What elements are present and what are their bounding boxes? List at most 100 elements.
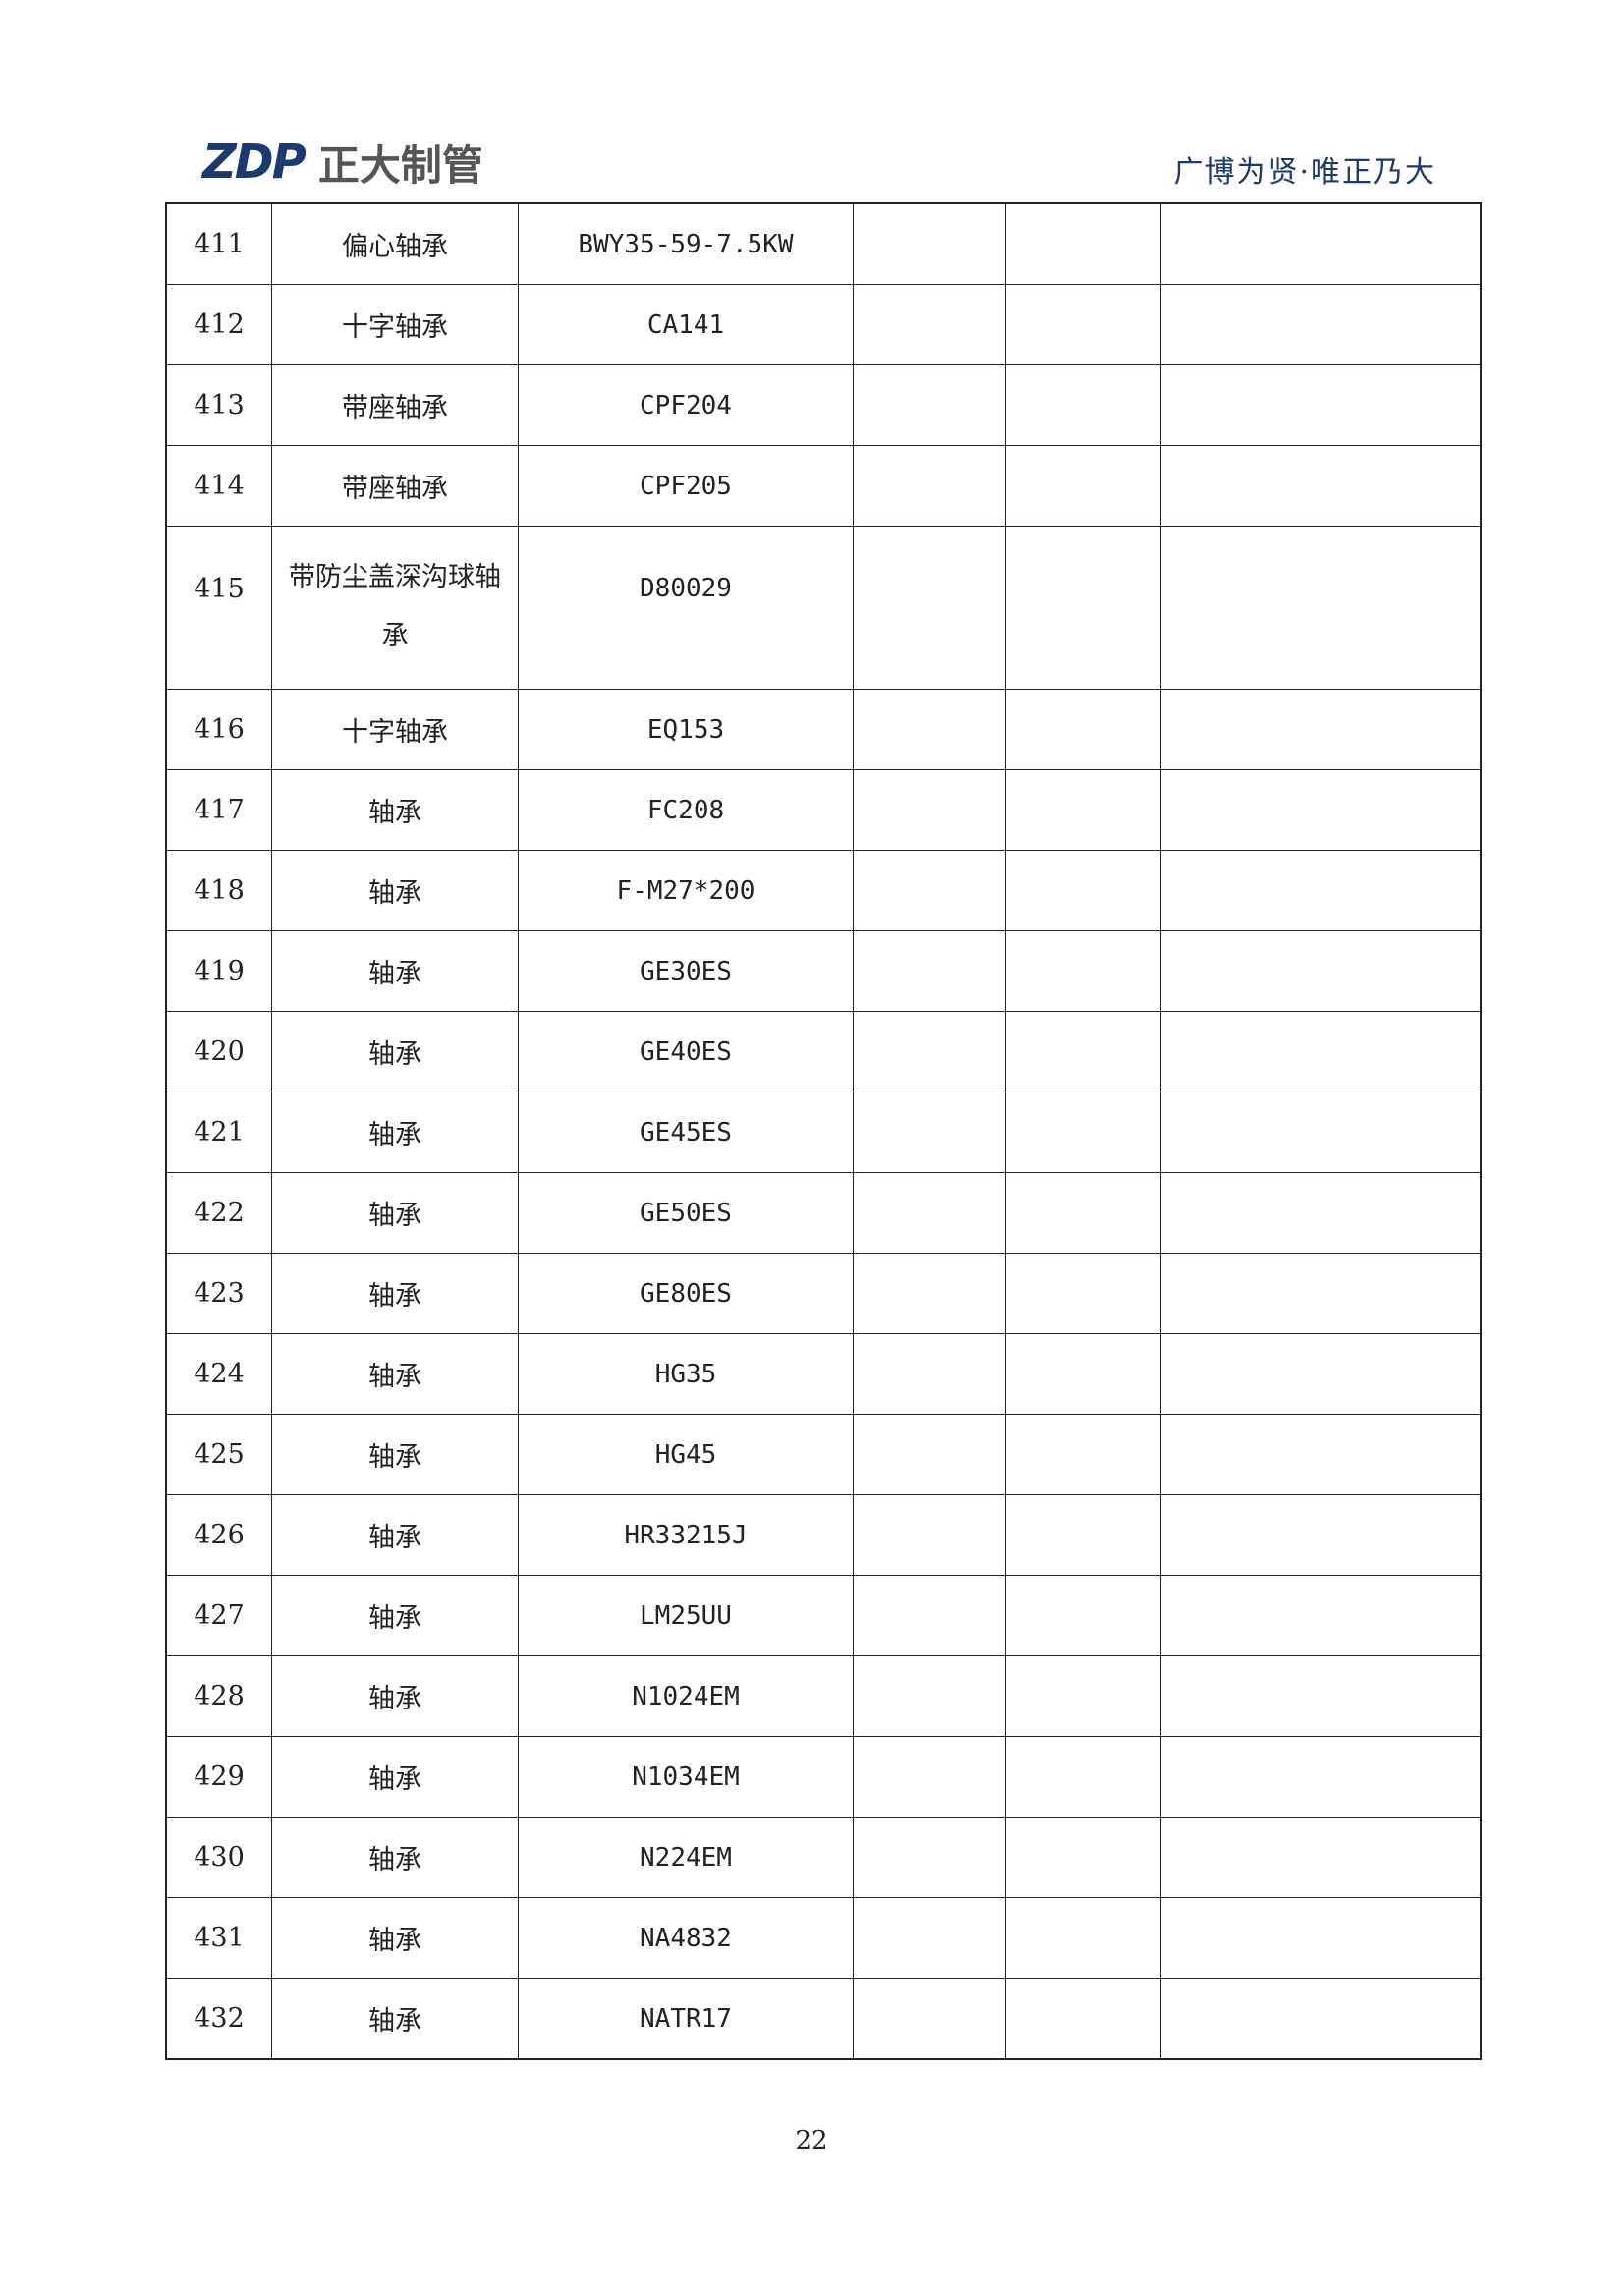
empty-cell [1160,1575,1482,1656]
empty-cell [1005,1011,1161,1092]
empty-cell [1160,1978,1482,2060]
part-model: F-M27*200 [616,875,756,906]
part-model-cell: N1034EM [518,1736,854,1818]
part-name: 轴承 [368,1523,421,1553]
row-number: 428 [194,1681,245,1711]
row-number-cell: 414 [165,445,272,527]
empty-cell [1005,526,1161,690]
empty-cell [1005,1897,1161,1979]
row-number: 419 [194,956,245,986]
empty-cell [853,445,1006,527]
table-row: 415 带防尘盖深沟球轴承 D80029 [165,526,1482,690]
part-name-cell: 轴承 [271,769,519,851]
row-number: 430 [194,1842,245,1873]
part-model-cell: HG35 [518,1333,854,1415]
empty-cell [853,1897,1006,1979]
empty-cell [1160,1817,1482,1898]
part-name-cell: 十字轴承 [271,689,519,770]
part-model-cell: NA4832 [518,1897,854,1979]
empty-cell [853,1011,1006,1092]
part-model: HR33215J [624,1520,748,1550]
row-number-cell: 424 [165,1333,272,1415]
part-name: 轴承 [368,1926,421,1956]
table-row: 416 十字轴承 EQ153 [165,689,1482,770]
row-number: 414 [194,471,245,501]
row-number-cell: 431 [165,1897,272,1979]
empty-cell [1005,1092,1161,1173]
part-name: 轴承 [368,1362,421,1392]
part-model: D80029 [640,574,732,603]
row-number: 416 [194,714,245,745]
row-number: 412 [194,309,245,340]
row-number-cell: 412 [165,284,272,365]
part-name: 带座轴承 [342,393,448,423]
row-number-cell: 415 [165,526,272,690]
empty-cell [1005,689,1161,770]
row-number-cell: 425 [165,1414,272,1495]
part-model-cell: GE30ES [518,930,854,1012]
empty-cell [1160,769,1482,851]
empty-cell [1005,1736,1161,1818]
part-model: GE30ES [640,956,732,986]
part-name-cell: 十字轴承 [271,284,519,365]
empty-cell [1160,202,1482,285]
row-number-cell: 421 [165,1092,272,1173]
part-name-cell: 轴承 [271,1333,519,1415]
part-name: 轴承 [368,2006,421,2037]
company-logo: ZDP 正大制管 [202,135,483,190]
row-number-cell: 429 [165,1736,272,1818]
empty-cell [853,1817,1006,1898]
part-model: HG45 [654,1439,717,1470]
row-number-cell: 422 [165,1172,272,1254]
part-name-cell: 带座轴承 [271,445,519,527]
part-name: 轴承 [368,798,421,828]
part-name: 带防尘盖深沟球轴承 [289,562,501,651]
part-name-cell: 轴承 [271,1011,519,1092]
empty-cell [853,850,1006,931]
empty-cell [853,1333,1006,1415]
empty-cell [853,526,1006,690]
row-number-cell: 420 [165,1011,272,1092]
part-model: CA141 [646,309,725,340]
part-name-cell: 轴承 [271,930,519,1012]
part-name-cell: 轴承 [271,1897,519,1979]
empty-cell [1160,1494,1482,1576]
row-number: 413 [194,390,245,420]
empty-cell [853,689,1006,770]
part-model-cell: BWY35-59-7.5KW [518,202,854,285]
row-number: 427 [194,1600,245,1631]
empty-cell [1005,1978,1161,2060]
part-name-cell: 轴承 [271,850,519,931]
empty-cell [1160,445,1482,527]
part-name: 带座轴承 [342,474,448,504]
empty-cell [853,1575,1006,1656]
table-row: 427 轴承 LM25UU [165,1575,1482,1656]
table-row: 429 轴承 N1034EM [165,1736,1482,1818]
part-name: 轴承 [368,1120,421,1150]
row-number-cell: 432 [165,1978,272,2060]
table-row: 419 轴承 GE30ES [165,930,1482,1012]
empty-cell [1160,1253,1482,1334]
row-number: 432 [194,2003,245,2034]
part-model: BWY35-59-7.5KW [578,229,794,259]
part-model: EQ153 [646,714,725,745]
table-row: 430 轴承 N224EM [165,1817,1482,1898]
empty-cell [1160,1333,1482,1415]
table-row: 417 轴承 FC208 [165,769,1482,851]
parts-table: 411 偏心轴承 BWY35-59-7.5KW 412 十字轴承 CA141 413 带座轴承… [165,202,1482,2060]
row-number: 425 [194,1439,245,1470]
part-model: CPF204 [640,390,732,420]
part-name-cell: 轴承 [271,1172,519,1254]
empty-cell [1005,850,1161,931]
table-row: 413 带座轴承 CPF204 [165,364,1482,446]
part-model-cell: N1024EM [518,1655,854,1737]
row-number: 415 [194,574,245,604]
part-name-cell: 轴承 [271,1414,519,1495]
table-row: 421 轴承 GE45ES [165,1092,1482,1173]
row-number: 417 [194,795,245,825]
part-name: 轴承 [368,1684,421,1714]
part-model: LM25UU [640,1600,732,1631]
part-model: GE80ES [640,1278,732,1309]
empty-cell [1005,1414,1161,1495]
